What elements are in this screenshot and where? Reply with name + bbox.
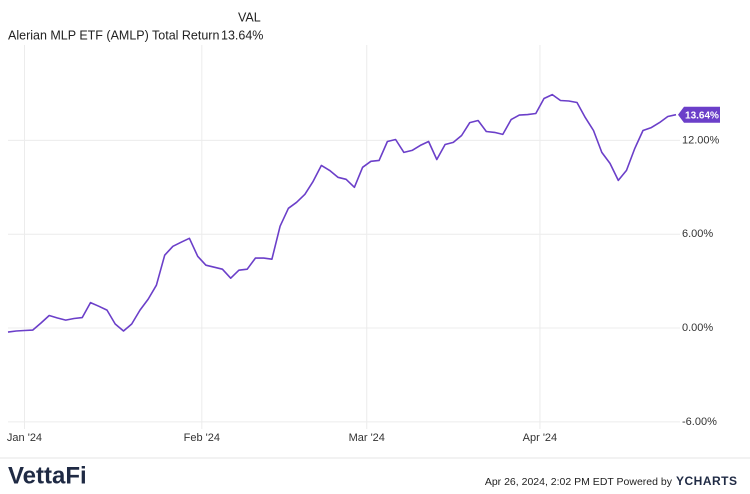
grid	[8, 45, 680, 429]
series-line	[7, 93, 677, 333]
end-badge	[678, 106, 720, 123]
y-tick-label: 6.00%	[682, 228, 713, 240]
x-tick-label: Apr '24	[523, 432, 558, 444]
legend-header: VAL	[238, 10, 261, 24]
y-tick-label: 0.00%	[682, 322, 713, 334]
x-tick-label: Jan '24	[7, 432, 42, 444]
x-tick-label: Feb '24	[184, 432, 220, 444]
x-tick-label: Mar '24	[349, 432, 385, 444]
legend-name: Alerian MLP ETF (AMLP) Total Return	[8, 28, 219, 42]
timestamp: Apr 26, 2024, 2:02 PM EDT Powered by	[485, 476, 673, 488]
legend-value: 13.64%	[221, 28, 263, 42]
y-tick-label: -6.00%	[682, 416, 717, 428]
y-tick-label: 12.00%	[682, 134, 720, 146]
logo: VettaFi	[8, 462, 87, 489]
brand: YCHARTS	[676, 474, 738, 488]
end-label: 13.64%	[685, 110, 719, 121]
